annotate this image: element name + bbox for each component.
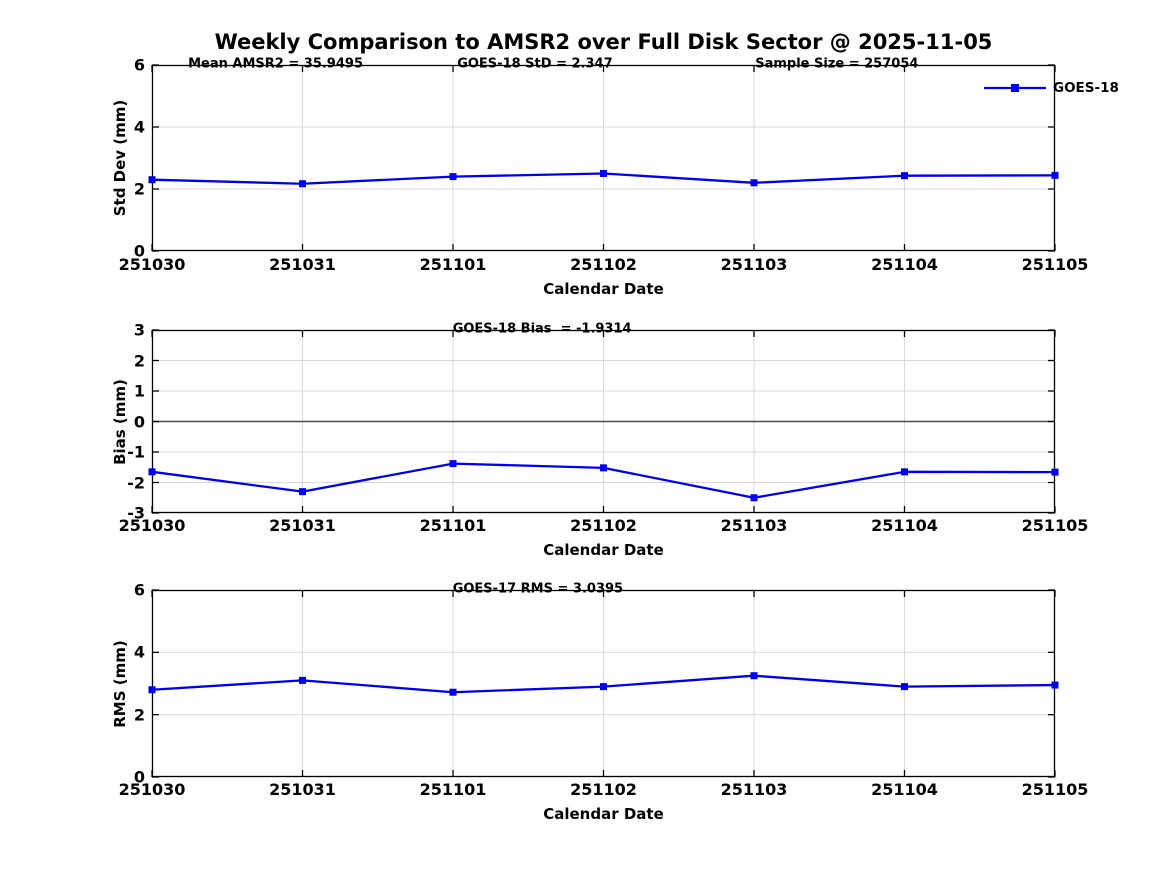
- panel-annotation: Sample Size = 257054: [755, 56, 919, 72]
- data-point-marker: [750, 494, 758, 502]
- y-tick-label: -3: [127, 503, 145, 523]
- x-tick-label: 251030: [118, 780, 186, 799]
- x-axis-label: Calendar Date: [543, 280, 664, 298]
- x-tick-label: 251104: [871, 255, 938, 274]
- x-tick-label: 251104: [871, 780, 938, 799]
- data-point-marker: [1051, 468, 1059, 476]
- y-tick-label: 2: [133, 705, 145, 725]
- y-tick-label: 0: [133, 412, 145, 431]
- y-tick-label: 6: [133, 55, 145, 75]
- x-tick-label: 251105: [1021, 255, 1089, 274]
- data-point-marker: [449, 688, 457, 696]
- panel-annotation: GOES-17 RMS = 3.0395: [452, 581, 624, 597]
- panel-annotation: Mean AMSR2 = 35.9495: [188, 56, 363, 72]
- panel-annotation: GOES-18 StD = 2.347: [457, 56, 613, 72]
- x-tick-label: 251030: [118, 255, 186, 274]
- y-axis-label: Bias (mm): [111, 378, 129, 465]
- x-axis-label: Calendar Date: [543, 541, 664, 559]
- data-point-marker: [901, 468, 908, 476]
- x-tick-label: 251031: [269, 516, 336, 535]
- data-point-marker: [148, 686, 156, 694]
- plot-panel-1: [148, 329, 1059, 514]
- data-point-marker: [901, 172, 908, 180]
- data-point-marker: [148, 468, 156, 476]
- x-tick-label: 251105: [1021, 516, 1089, 535]
- page-title: Weekly Comparison to AMSR2 over Full Dis…: [214, 30, 993, 54]
- x-tick-label: 251101: [419, 255, 487, 274]
- x-tick-label: 251101: [419, 516, 487, 535]
- data-point-marker: [600, 683, 607, 691]
- data-point-marker: [449, 460, 457, 468]
- x-axis-label: Calendar Date: [543, 805, 664, 823]
- data-point-marker: [1051, 171, 1059, 179]
- y-axis-label: RMS (mm): [111, 639, 129, 728]
- legend-line-sample-icon: [984, 84, 1046, 92]
- y-tick-label: 3: [133, 320, 145, 340]
- data-point-marker: [750, 672, 758, 680]
- y-axis-label: Std Dev (mm): [111, 99, 129, 217]
- y-tick-label: -1: [127, 442, 145, 462]
- x-tick-label: 251103: [720, 255, 788, 274]
- x-tick-label: 251103: [720, 516, 788, 535]
- data-point-marker: [299, 676, 306, 684]
- x-tick-label: 251102: [570, 516, 637, 535]
- data-point-marker: [1051, 681, 1059, 689]
- data-point-marker: [299, 488, 306, 496]
- y-tick-label: 2: [133, 179, 145, 199]
- data-point-marker: [449, 173, 457, 181]
- x-tick-label: 251101: [419, 780, 487, 799]
- y-tick-label: 2: [133, 351, 145, 370]
- plot-panel-0: [148, 64, 1059, 252]
- x-tick-label: 251103: [720, 780, 788, 799]
- y-tick-label: 0: [133, 241, 145, 261]
- y-tick-label: 6: [133, 580, 145, 600]
- y-tick-label: -2: [127, 473, 145, 492]
- x-tick-label: 251031: [269, 780, 336, 799]
- x-tick-label: 251105: [1021, 780, 1089, 799]
- panel-annotation: GOES-18 Bias = -1.9314: [452, 321, 632, 337]
- legend-label: GOES-18: [1053, 80, 1119, 96]
- x-tick-label: 251030: [118, 516, 186, 535]
- data-point-marker: [600, 464, 607, 472]
- y-tick-label: 1: [133, 381, 145, 401]
- x-tick-label: 251031: [269, 255, 336, 274]
- data-point-marker: [148, 176, 156, 184]
- x-tick-label: 251102: [570, 255, 637, 274]
- data-point-marker: [600, 170, 607, 177]
- data-point-marker: [901, 683, 908, 691]
- y-tick-label: 4: [133, 642, 145, 662]
- x-tick-label: 251102: [570, 780, 637, 799]
- data-point-marker: [750, 179, 758, 187]
- plot-panel-2: [148, 589, 1059, 778]
- data-point-marker: [299, 180, 306, 188]
- legend: GOES-18: [983, 76, 1119, 100]
- x-tick-label: 251104: [871, 516, 938, 535]
- y-tick-label: 0: [133, 767, 145, 787]
- y-tick-label: 4: [133, 117, 145, 137]
